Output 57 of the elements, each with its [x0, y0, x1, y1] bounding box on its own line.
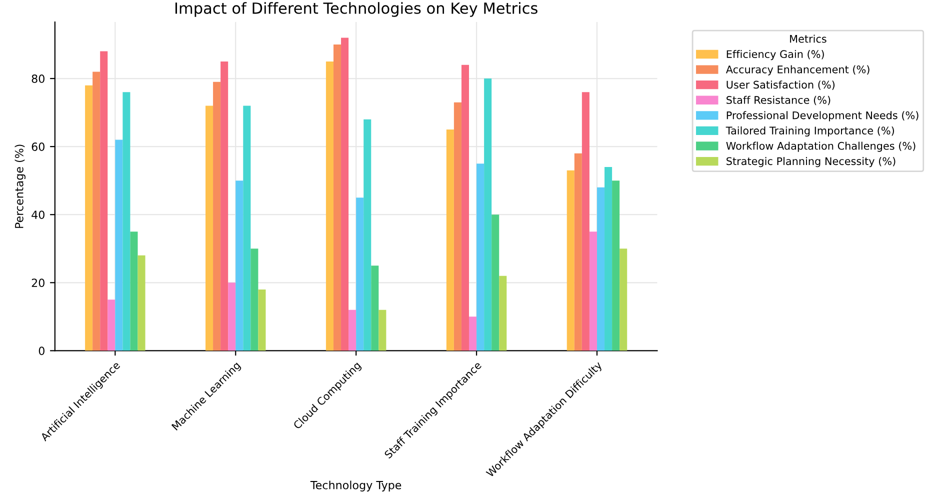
bar [364, 119, 372, 351]
legend-label: Workflow Adaptation Challenges (%) [726, 142, 916, 152]
bar [469, 316, 477, 351]
legend-label: Professional Development Needs (%) [726, 111, 918, 122]
bar [122, 92, 130, 351]
y-tick-label: 20 [32, 278, 44, 288]
legend-title: Metrics [790, 34, 826, 43]
bar [604, 166, 612, 351]
bar [206, 106, 214, 351]
legend-label: Tailored Training Importance (%) [726, 126, 894, 137]
bar [476, 164, 484, 351]
bar [492, 214, 500, 351]
bar [341, 38, 349, 351]
bar [138, 255, 146, 351]
bar [612, 180, 620, 351]
bar [461, 64, 469, 351]
bar [620, 248, 628, 351]
y-axis-title: Percentage (%) [14, 144, 26, 228]
bar [213, 82, 221, 351]
legend-label: Accuracy Enhancement (%) [726, 65, 870, 76]
bar [108, 300, 116, 351]
bar [566, 170, 574, 351]
bar [582, 92, 590, 351]
bar [85, 85, 93, 351]
bar [326, 62, 334, 351]
bar [130, 232, 138, 351]
bar [100, 51, 108, 351]
bar [499, 276, 507, 351]
legend-label: Efficiency Gain (%) [726, 50, 824, 60]
bar [348, 310, 356, 351]
legend-label: User Satisfaction (%) [726, 80, 834, 90]
bar [333, 44, 342, 351]
bar [356, 198, 364, 351]
bar [378, 310, 386, 351]
bar [243, 106, 251, 351]
bar [574, 153, 582, 351]
y-tick-label: 0 [38, 346, 44, 356]
bar [220, 62, 228, 351]
x-axis-title: Technology Type [310, 480, 402, 492]
bar [454, 102, 462, 351]
bar [589, 232, 597, 351]
chart-title: Impact of Different Technologies on Key Metrics [175, 2, 538, 17]
bar [596, 187, 605, 351]
bar [484, 78, 492, 351]
y-tick-label: 40 [32, 210, 44, 219]
y-tick-label: 80 [32, 74, 44, 83]
bar [258, 289, 266, 351]
legend-label: Staff Resistance (%) [726, 96, 830, 106]
bar [115, 140, 123, 351]
bar [228, 282, 236, 351]
bar [250, 248, 258, 351]
legend-label: Strategic Planning Necessity (%) [726, 157, 896, 168]
bar [236, 180, 244, 351]
bar [371, 266, 379, 351]
y-tick-label: 60 [32, 142, 44, 151]
bar [446, 130, 454, 351]
bar [92, 72, 100, 351]
